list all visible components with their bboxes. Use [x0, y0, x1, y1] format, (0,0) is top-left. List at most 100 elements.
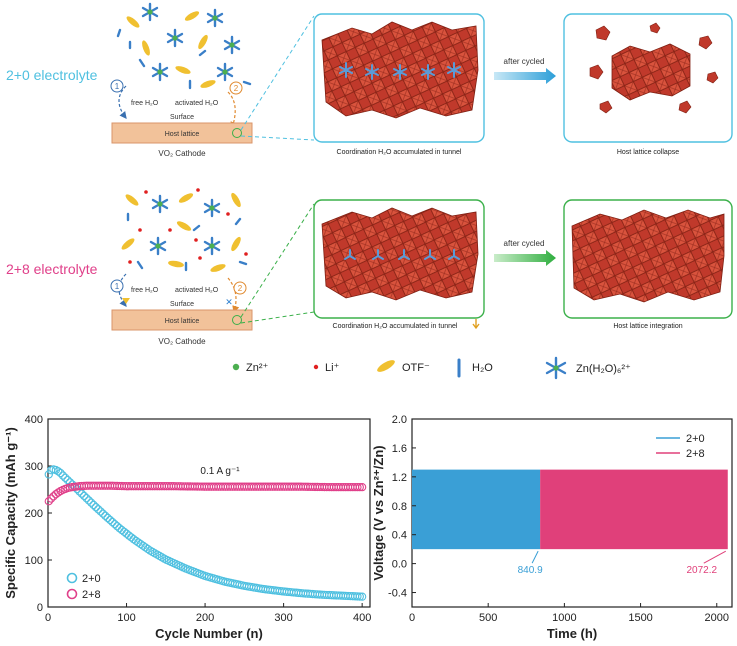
series-2+0-point: [65, 478, 75, 487]
voltage-x-axis-title: Time (h): [547, 626, 597, 641]
series-2+0-point: [54, 467, 63, 476]
voltage-y-tick-label: 1.2: [392, 472, 407, 484]
capacity-x-tick-label: 300: [274, 612, 292, 624]
series-2+0-point: [61, 473, 70, 482]
row2-host-lattice-label: Host lattice: [165, 318, 200, 325]
row2-cathode-label: VO₂ Cathode: [158, 337, 206, 346]
row2-activated-water-label: activated H₂O: [175, 287, 219, 294]
row1-step1-badge: [110, 79, 124, 93]
voltage-y-axis-title: Voltage (V vs Zn²⁺/Zn): [371, 445, 386, 580]
voltage-y-tick-label: 0.8: [392, 501, 407, 513]
capacity-x-tick-label: 400: [353, 612, 371, 624]
capacity-x-tick-label: 0: [45, 612, 51, 624]
legend-h2o-label: H₂O: [472, 362, 493, 374]
legend-otf-label: OTF⁻: [402, 362, 430, 374]
row2-step1-number: 1: [115, 282, 120, 291]
voltage-y-tick-label: 0.4: [392, 530, 407, 542]
row1-electrolyte-label: 2+0 electrolyte: [6, 67, 98, 83]
series-2+8-end-pointer: [703, 550, 727, 564]
zn-hydrate-complex-icon: [545, 356, 567, 380]
row2-arrow-label: after cycled: [504, 239, 545, 248]
capacity-y-ticks: 0 100 200 300 400: [25, 414, 52, 614]
series-2+8-point: [353, 482, 362, 492]
series-2+0-point: [117, 525, 126, 535]
series-2+0-voltage-block: [412, 469, 541, 550]
voltage-profile-blocks: [412, 469, 728, 550]
row2-surface-label: Surface: [170, 301, 194, 308]
capacity-y-tick-label: 0: [37, 602, 43, 614]
legend-2+8-label: 2+8: [82, 589, 101, 601]
row2-intact-lattice: [571, 209, 725, 303]
series-2+8-point: [44, 497, 53, 506]
legend-2+0-label: 2+0: [82, 573, 101, 585]
otf-anion-icon: [377, 360, 395, 372]
capacity-y-tick-label: 400: [25, 414, 43, 426]
series-2+8-point: [46, 494, 56, 503]
row2-step2-badge: [233, 281, 247, 295]
row2-crystal-lattice: [321, 207, 479, 301]
series-2+0-point: [82, 493, 91, 503]
row1-zoom-marker: [232, 128, 242, 138]
series-2+0-point: [94, 505, 103, 514]
capacity-y-axis-title: Specific Capacity (mAh g⁻¹): [3, 427, 18, 599]
series-2+0-point: [124, 531, 134, 540]
series-2+0-point: [110, 519, 119, 529]
voltage-chart: -0.40.00.40.81.21.62.0 0 500 1000 1500 2000 …: [371, 414, 733, 641]
row2-decrease-arrow-icon: [472, 319, 480, 330]
row1-schematic: 2+0 electrolyte: [6, 2, 733, 158]
row2-blocked-cross: ✕: [225, 297, 233, 307]
row2-schematic: 2+8 electrolyte: [6, 188, 733, 346]
series-2+0-point: [75, 487, 84, 496]
series-2+0-point: [103, 513, 112, 523]
row2-species-cluster: [121, 188, 248, 272]
series-2+0-point: [357, 592, 367, 601]
row1-surface-label: Surface: [170, 114, 194, 121]
voltage-y-ticks: -0.4 0.0 0.4 0.8 1.2 1.6 2.0: [388, 414, 416, 600]
row1-free-water-arrow: [118, 85, 127, 119]
series-2+8-voltage-block: [540, 469, 728, 550]
capacity-y-tick-label: 200: [25, 508, 43, 520]
capacity-x-tick-label: 100: [117, 612, 135, 624]
legend-complex-label: Zn(H₂O)₆²⁺: [576, 363, 631, 375]
row1-activated-water-arrow: [227, 91, 238, 130]
row1-species-cluster: [116, 2, 252, 90]
row1-step1-number: 1: [115, 82, 120, 91]
legend-2+0-marker: [66, 572, 78, 584]
voltage-x-ticks: 0 500 1000 1500 2000: [409, 603, 729, 624]
row2-activated-water-arrow: [227, 277, 240, 314]
series-2+8-point: [54, 488, 63, 497]
capacity-legend: 2+0 2+8: [66, 572, 101, 601]
row2-blocked-marker-1: [122, 298, 130, 304]
voltage-legend-2+8-label: 2+8: [686, 448, 705, 460]
row1-middle-caption: Coordination H₂O accumulated in tunnel: [337, 149, 462, 156]
row2-middle-caption: Coordination H₂O accumulated in tunnel: [333, 323, 458, 330]
row1-step2-number: 2: [234, 84, 239, 93]
voltage-y-tick-label: -0.4: [388, 588, 407, 600]
row2-tunnel-water: [344, 249, 460, 260]
row1-free-water-label: free H₂O: [131, 100, 159, 107]
series-2+0-point: [355, 592, 364, 601]
series-2+0-point: [108, 517, 117, 527]
series-2+0-point: [89, 500, 98, 510]
series-2+0-point: [127, 533, 136, 542]
voltage-legend-2+0-label: 2+0: [686, 433, 705, 445]
row1-arrow-label: after cycled: [504, 57, 545, 66]
series-2+0-end-label: 840.9: [518, 565, 543, 576]
voltage-legend: 2+0 2+8: [656, 433, 705, 460]
row1-right-caption: Host lattice collapse: [617, 149, 679, 156]
capacity-rate-annotation: 0.1 A g⁻¹: [200, 466, 240, 477]
voltage-x-tick-label: 0: [409, 612, 415, 624]
voltage-y-tick-label: 2.0: [392, 414, 407, 426]
series-2+0-point: [63, 475, 72, 485]
series-2+0-point: [44, 470, 53, 479]
series-2+0-point: [120, 527, 129, 536]
row1-host-lattice-label: Host lattice: [165, 131, 200, 138]
zn-ion-icon: [232, 363, 240, 371]
row1-collapsed-fragments: [589, 22, 719, 114]
capacity-y-tick-label: 300: [25, 461, 43, 473]
series-2+0-point: [101, 511, 110, 520]
row2-step2-number: 2: [238, 284, 243, 293]
capacity-x-axis-title: Cycle Number (n): [155, 626, 263, 641]
row1-cathode-label: VO₂ Cathode: [158, 149, 206, 158]
